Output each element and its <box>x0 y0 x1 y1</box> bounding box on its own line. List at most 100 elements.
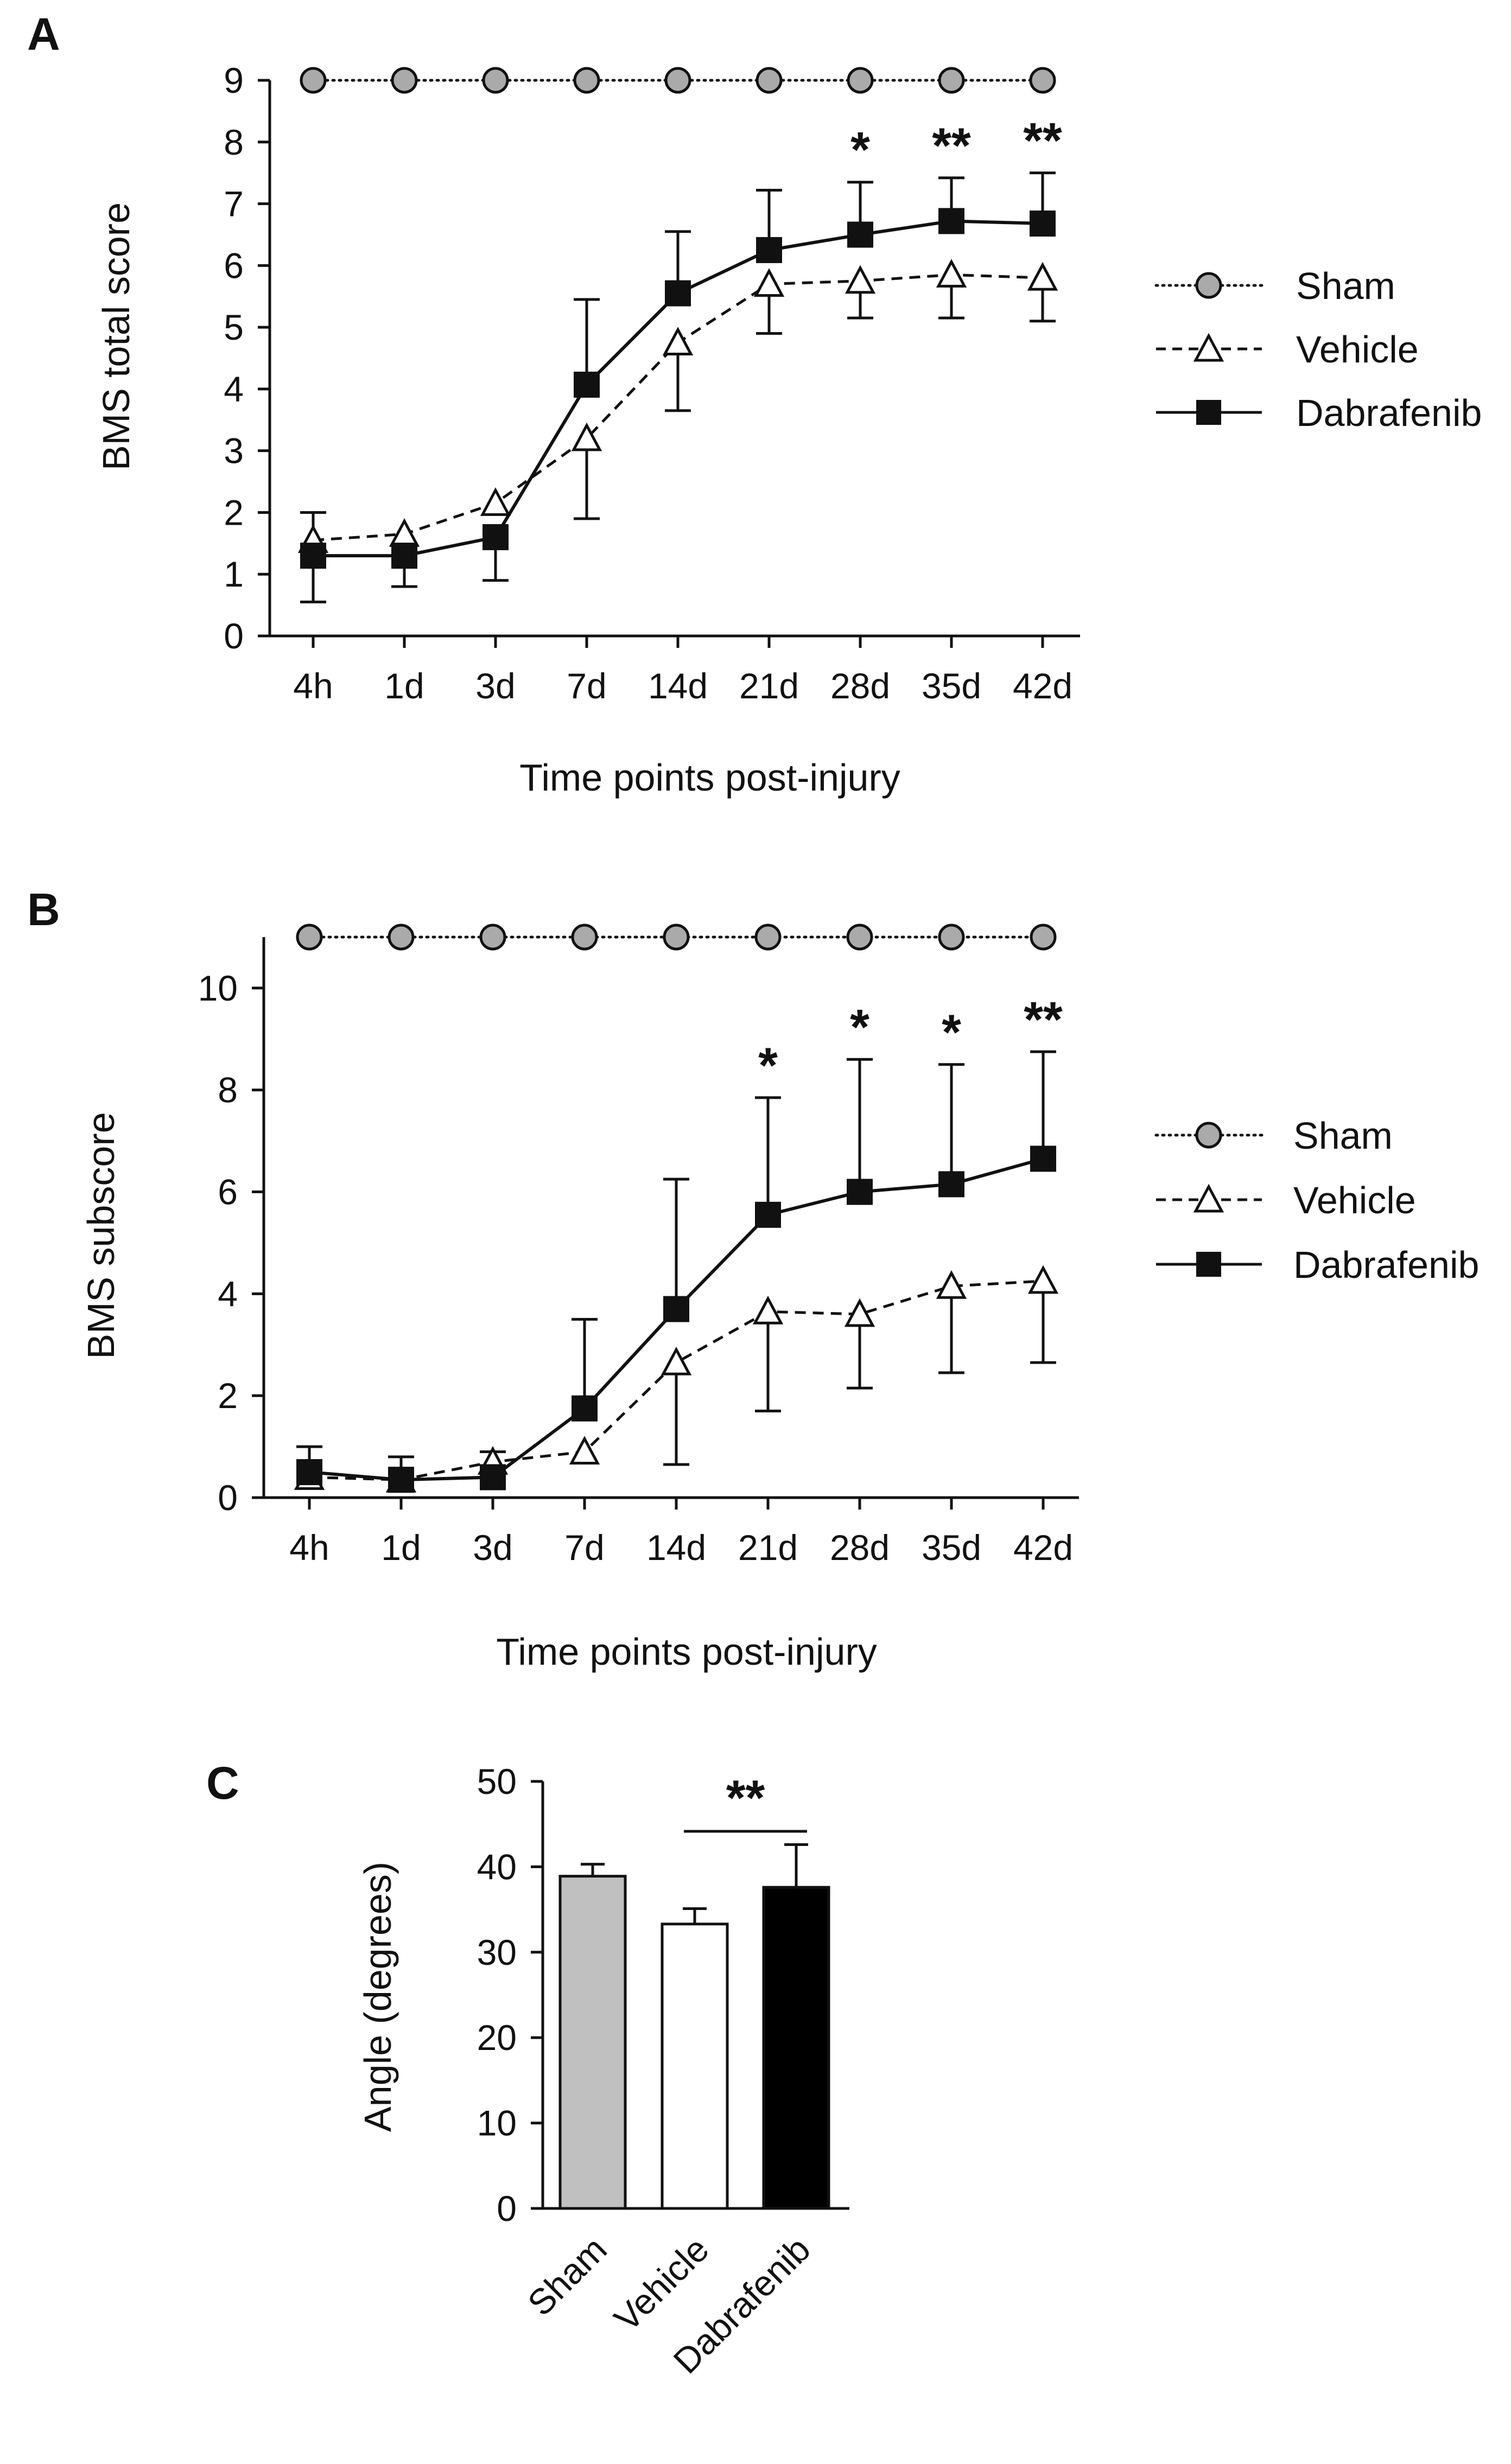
vehicle-point <box>936 259 967 288</box>
x-tick-label: 3d <box>473 1527 512 1568</box>
panel-c-y-axis: 0 10 20 30 40 50 <box>477 1761 544 2229</box>
panel-a-plot: * ** ** <box>297 67 1062 603</box>
vehicle-point <box>571 422 602 451</box>
vehicle-point <box>752 1295 784 1325</box>
bar-sham <box>558 1875 627 2210</box>
vehicle-series-line <box>309 1279 1044 1481</box>
panel-a-legend: Sham Vehicle Dabrafenib <box>1154 265 1482 434</box>
panel-b: B BMS subscore Time points post-injury 0… <box>27 884 1479 1673</box>
y-tick-label: 0 <box>218 1478 238 1518</box>
y-tick-label: 50 <box>477 1761 517 1801</box>
y-tick-label: 2 <box>224 492 244 532</box>
sham-point <box>663 924 690 951</box>
panel-b-y-axis: 0 2 4 6 8 10 <box>198 937 265 1518</box>
x-tick-label: 4h <box>293 666 333 706</box>
y-tick-label: 2 <box>218 1376 238 1416</box>
x-tick-label: 4h <box>289 1527 329 1568</box>
y-tick-label: 10 <box>198 968 238 1008</box>
sham-point <box>664 67 691 94</box>
dabrafenib-point <box>574 371 600 398</box>
dabrafenib-point <box>388 1467 414 1493</box>
panel-b-letter: B <box>27 884 60 935</box>
dabrafenib-point <box>755 1201 781 1228</box>
y-tick-label: 4 <box>218 1274 238 1314</box>
sham-point <box>388 924 415 951</box>
panel-c-plot: ** <box>558 1771 830 2210</box>
vehicle-point <box>753 268 785 297</box>
sham-point <box>938 924 965 951</box>
sham-point <box>571 924 598 951</box>
x-tick-label: 7d <box>564 1527 604 1568</box>
y-tick-label: 1 <box>224 554 244 594</box>
panel-a-y-axis: 0 1 2 3 4 5 6 7 8 9 <box>224 60 271 656</box>
x-tick-label: 28d <box>830 666 890 706</box>
x-tick-label: 3d <box>475 666 515 706</box>
y-tick-label: 5 <box>224 307 244 347</box>
sham-point <box>296 924 323 951</box>
x-tick-label: 42d <box>1013 666 1072 706</box>
panel-b-ylabel: BMS subscore <box>80 1112 122 1359</box>
legend-b-vehicle-label: Vehicle <box>1293 1179 1416 1221</box>
y-tick-label: 6 <box>218 1172 238 1212</box>
y-tick-label: 0 <box>497 2188 517 2229</box>
panel-b-xlabel: Time points post-injury <box>496 1631 877 1673</box>
x-tick-label: Sham <box>520 2229 614 2323</box>
sham-point <box>756 67 783 94</box>
sham-point <box>573 67 600 94</box>
bar-vehicle <box>661 1922 729 2210</box>
significance-marker: * <box>942 1005 961 1060</box>
panel-a-ylabel: BMS total score <box>95 202 137 470</box>
y-tick-label: 9 <box>224 60 244 100</box>
legend-b-vehicle-marker <box>1193 1183 1224 1213</box>
sham-point <box>754 924 782 951</box>
vehicle-point <box>661 1346 692 1376</box>
sham-point <box>300 67 327 94</box>
y-tick-label: 7 <box>224 184 244 224</box>
sham-point <box>391 67 418 94</box>
legend-a-sham-marker <box>1195 272 1222 299</box>
x-tick-label: 35d <box>922 666 981 706</box>
dabrafenib-point <box>663 1296 689 1322</box>
dabrafenib-point <box>665 280 691 307</box>
significance-marker: ** <box>1023 113 1062 169</box>
sham-point <box>479 924 506 951</box>
x-tick-label: 14d <box>646 1527 706 1568</box>
vehicle-point <box>844 1298 875 1327</box>
vehicle-point <box>389 518 420 547</box>
panel-a: A BMS total score Time points post-injur… <box>27 9 1482 799</box>
vehicle-point <box>1027 1265 1059 1294</box>
dabrafenib-point <box>938 208 964 234</box>
y-tick-label: 0 <box>224 616 244 656</box>
legend-a-sham-label: Sham <box>1296 265 1395 307</box>
dabrafenib-point <box>847 1179 873 1205</box>
significance-marker: ** <box>932 118 971 174</box>
dabrafenib-point <box>847 221 873 248</box>
vehicle-point <box>480 487 511 516</box>
legend-a-vehicle-marker <box>1193 333 1224 362</box>
dabrafenib-point <box>391 543 417 569</box>
panel-b-legend: Sham Vehicle Dabrafenib <box>1154 1115 1479 1286</box>
significance-marker: ** <box>726 1771 765 1826</box>
dabrafenib-point <box>1030 1145 1056 1172</box>
dabrafenib-point <box>300 543 326 569</box>
y-tick-label: 8 <box>218 1070 238 1110</box>
significance-marker: * <box>850 123 870 178</box>
sham-point <box>847 67 874 94</box>
dabrafenib-point <box>480 1464 506 1491</box>
panel-b-plot: ** * ** <box>294 924 1063 1493</box>
x-tick-label: 28d <box>830 1527 890 1568</box>
panel-c: C Angle (degrees) 0 10 20 30 40 50 ShamVehicl… <box>206 1758 849 2381</box>
y-tick-label: 3 <box>224 431 244 471</box>
x-tick-label: 7d <box>567 666 606 706</box>
vehicle-point <box>569 1436 600 1465</box>
sham-point <box>1030 924 1057 951</box>
x-tick-label: 1d <box>384 666 424 706</box>
dabrafenib-point <box>938 1171 964 1198</box>
vehicle-point <box>845 265 876 294</box>
legend-b-sham-label: Sham <box>1293 1115 1393 1157</box>
sham-point <box>482 67 509 94</box>
y-tick-label: 30 <box>477 1932 517 1972</box>
significance-marker: ** <box>1024 992 1063 1047</box>
legend-b-sham-marker <box>1195 1122 1222 1149</box>
x-tick-label: 42d <box>1013 1527 1073 1568</box>
